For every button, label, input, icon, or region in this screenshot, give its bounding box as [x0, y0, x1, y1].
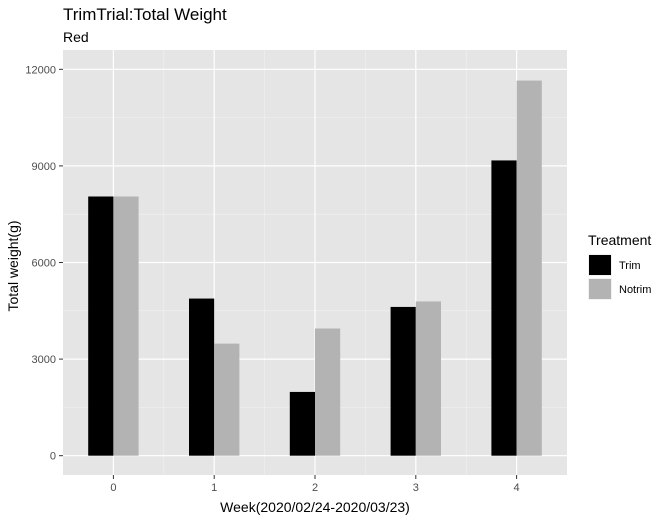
bar-trim-3: [390, 306, 416, 456]
y-tick-label: 6000: [32, 258, 56, 270]
y-tick-label: 0: [50, 451, 56, 463]
legend-label-notrim: Notrim: [619, 284, 651, 296]
x-tick-label: 3: [413, 482, 419, 494]
legend-title: Treatment: [588, 232, 651, 248]
bar-notrim-4: [516, 80, 542, 456]
y-axis-title: Total weight(g): [5, 220, 21, 311]
x-axis-title: Week(2020/02/24-2020/03/23): [220, 499, 410, 515]
x-tick-label: 0: [110, 482, 116, 494]
legend-label-trim: Trim: [619, 260, 641, 272]
chart-subtitle: Red: [63, 29, 89, 45]
legend-swatch-trim: [589, 255, 611, 275]
chart-title: TrimTrial:Total Weight: [63, 5, 227, 24]
bar-notrim-0: [113, 196, 139, 456]
x-tick-label: 1: [211, 482, 217, 494]
bar-trim-2: [289, 391, 315, 456]
legend: Treatment Trim Notrim: [588, 232, 651, 300]
bar-notrim-1: [214, 343, 240, 456]
bar-notrim-3: [415, 301, 441, 456]
y-tick-label: 12000: [25, 64, 56, 76]
y-tick-label: 9000: [32, 161, 56, 173]
legend-swatch-notrim: [589, 279, 611, 299]
x-axis-ticks: 0 1 2 3 4: [110, 475, 520, 494]
y-tick-label: 3000: [32, 354, 56, 366]
bar-trim-1: [189, 298, 215, 456]
bar-trim-4: [491, 160, 517, 456]
y-axis-ticks: 0 3000 6000 9000 12000: [25, 64, 63, 463]
bar-notrim-2: [315, 328, 341, 456]
bar-trim-0: [88, 196, 114, 456]
bars: [88, 80, 542, 456]
x-tick-label: 2: [312, 482, 318, 494]
x-tick-label: 4: [514, 482, 520, 494]
